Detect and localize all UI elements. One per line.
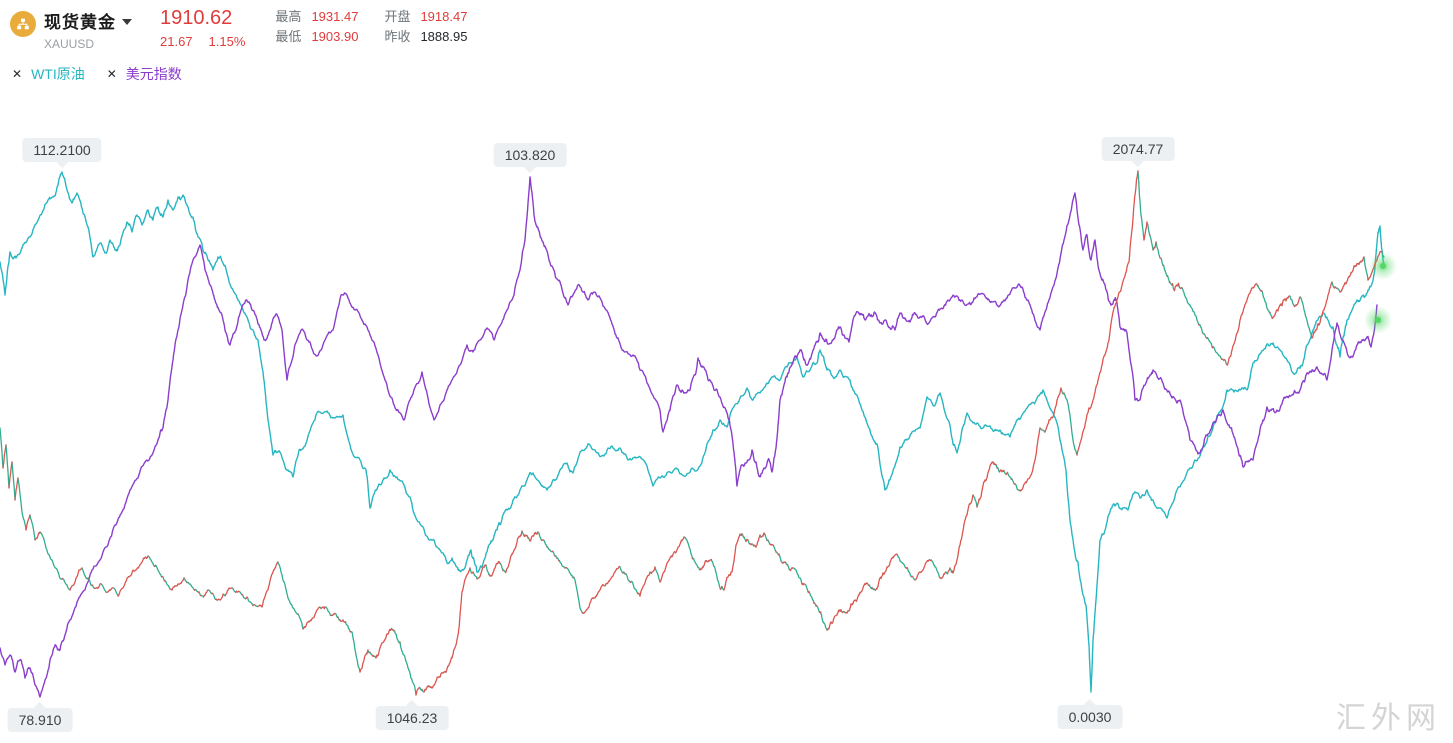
extreme-value-label: 1046.23 bbox=[375, 706, 449, 730]
symbol-code: XAUUSD bbox=[44, 37, 95, 51]
stat-label: 昨收 bbox=[384, 29, 411, 44]
stat-value: 1888.95 bbox=[420, 29, 468, 44]
overlay-tag-label: 美元指数 bbox=[125, 66, 182, 82]
price-change: 21.67 bbox=[160, 34, 193, 49]
latest-price-dot bbox=[1375, 317, 1381, 323]
series-line-gold-up bbox=[2, 170, 1383, 696]
watermark: 汇外网 bbox=[1336, 702, 1441, 735]
stat-label: 开盘 bbox=[384, 9, 411, 24]
stat-0: 最高 1931.47 bbox=[275, 10, 358, 23]
price-block: 1910.62 21.67 1.15% bbox=[160, 8, 245, 49]
header: 现货黄金 XAUUSD 1910.62 21.67 1.15% 最高 1931.4… bbox=[0, 0, 1453, 58]
price-change-percent: 1.15% bbox=[208, 34, 246, 49]
sitemap-glyph bbox=[17, 18, 29, 30]
close-icon[interactable]: ✕ bbox=[106, 67, 117, 81]
stat-label: 最高 bbox=[275, 9, 302, 24]
price-stats: 最高 1931.47 最低 1903.90 开盘 1918.47 昨收 1888.95 bbox=[275, 10, 467, 43]
series-line-gold-down bbox=[0, 170, 1385, 696]
extreme-value-label: 103.820 bbox=[493, 143, 567, 167]
stat-value: 1918.47 bbox=[420, 9, 468, 24]
extreme-value-label: 112.2100 bbox=[22, 138, 102, 162]
close-icon[interactable]: ✕ bbox=[12, 67, 23, 81]
overlay-tag-label: WTI原油 bbox=[31, 66, 85, 82]
stat-2: 开盘 1918.47 bbox=[384, 10, 467, 23]
overlay-tag-0[interactable]: ✕ WTI原油 bbox=[12, 64, 85, 84]
chevron-down-icon bbox=[122, 18, 132, 25]
gold-symbol-icon bbox=[10, 11, 36, 37]
stat-3: 昨收 1888.95 bbox=[384, 30, 467, 43]
latest-price-dot bbox=[1380, 263, 1386, 269]
series-line-0 bbox=[0, 171, 1385, 693]
symbol-selector[interactable]: 现货黄金 XAUUSD bbox=[44, 8, 132, 51]
symbol-name: 现货黄金 bbox=[44, 13, 116, 32]
overlay-tag-1[interactable]: ✕ 美元指数 bbox=[107, 64, 182, 84]
stat-value: 1931.47 bbox=[311, 9, 359, 24]
last-price: 1910.62 bbox=[160, 7, 233, 29]
series-line-1 bbox=[0, 176, 1378, 698]
extreme-value-label: 2074.77 bbox=[1101, 137, 1175, 161]
stat-1: 最低 1903.90 bbox=[275, 30, 358, 43]
extreme-value-label: 0.0030 bbox=[1057, 705, 1123, 729]
stat-label: 最低 bbox=[275, 29, 302, 44]
extreme-value-label: 78.910 bbox=[7, 708, 73, 732]
overlay-tags: ✕ WTI原油 ✕ 美元指数 bbox=[12, 64, 182, 84]
stat-value: 1903.90 bbox=[311, 29, 359, 44]
